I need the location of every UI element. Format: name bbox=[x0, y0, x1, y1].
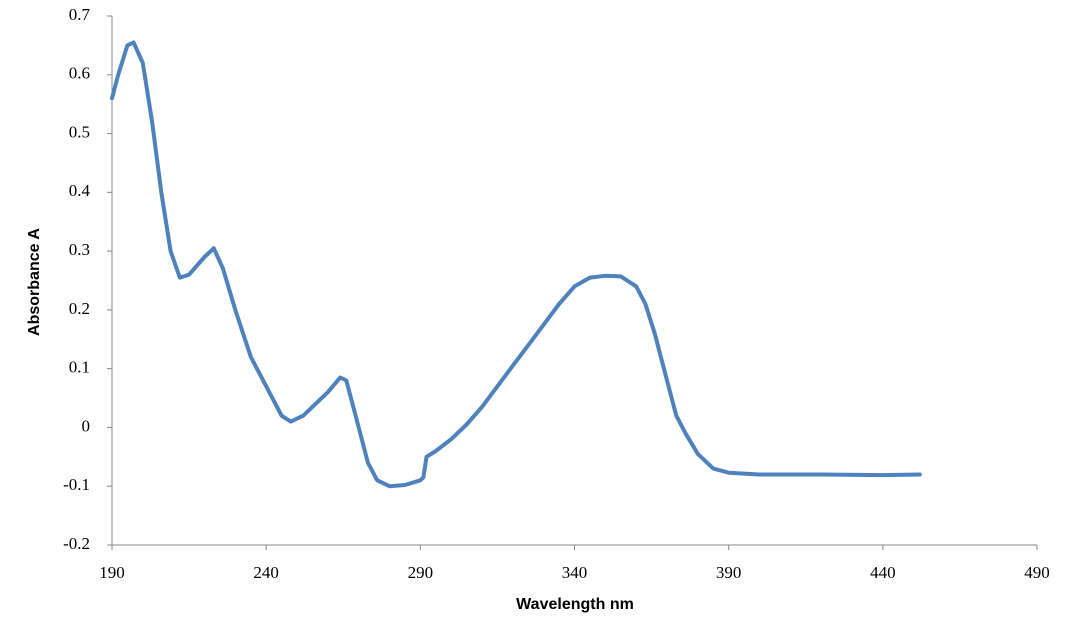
y-tick-label: -0.2 bbox=[63, 534, 90, 553]
y-tick-label: 0.4 bbox=[69, 181, 91, 200]
y-tick-label: 0.3 bbox=[69, 240, 90, 259]
x-axis-title: Wavelength nm bbox=[516, 596, 634, 613]
y-tick-label: 0.1 bbox=[69, 358, 90, 377]
y-tick-label: 0.6 bbox=[69, 64, 90, 83]
data-line bbox=[110, 40, 922, 489]
x-tick-label: 440 bbox=[870, 563, 896, 582]
y-tick-label: 0.2 bbox=[69, 299, 90, 318]
y-tick-label: 0.5 bbox=[69, 122, 90, 141]
x-tick-label: 290 bbox=[408, 563, 434, 582]
x-tick-label: 390 bbox=[716, 563, 742, 582]
y-tick-label: 0.7 bbox=[69, 5, 91, 24]
x-tick-label: 490 bbox=[1024, 563, 1050, 582]
y-tick-label: -0.1 bbox=[63, 475, 90, 494]
y-axis-title: Absorbance A bbox=[26, 228, 43, 336]
y-tick-label: 0 bbox=[82, 416, 91, 435]
x-tick-label: 340 bbox=[562, 563, 588, 582]
x-tick-label: 190 bbox=[99, 563, 125, 582]
x-tick-label: 240 bbox=[253, 563, 279, 582]
